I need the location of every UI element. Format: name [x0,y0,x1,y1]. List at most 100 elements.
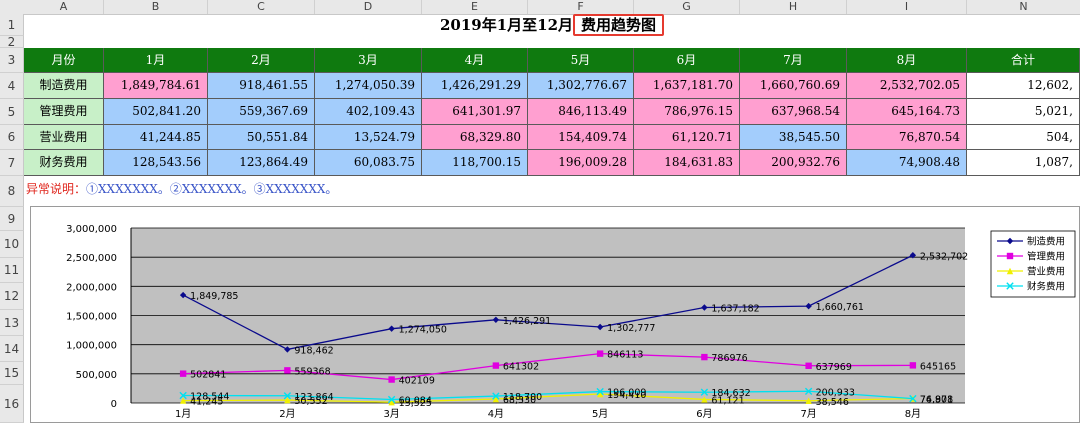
table-cell[interactable]: 76,870.54 [847,125,967,150]
column-header-b[interactable]: B [104,0,208,14]
data-label: 74,908 [920,395,953,406]
table-total-cell[interactable]: 504, [967,125,1080,150]
row-header-16[interactable]: 16 [0,385,24,423]
table-row-label[interactable]: 财务费用 [24,150,104,176]
table-cell[interactable]: 1,302,776.67 [528,73,634,99]
data-point [909,394,917,403]
sheet-title: 2019年1月至12月 费用趋势图 [24,14,1080,36]
table-cell[interactable]: 846,113.49 [528,99,634,125]
row-header-9[interactable]: 9 [0,207,24,231]
data-label: 118,700 [503,392,542,403]
table-cell[interactable]: 2,532,702.05 [847,73,967,99]
column-header-e[interactable]: E [422,0,528,14]
row-header-3[interactable]: 3 [0,48,24,73]
column-header-f[interactable]: F [528,0,634,14]
title-selected-cell[interactable]: 费用趋势图 [573,14,665,36]
table-header-cell[interactable]: 7月 [740,48,847,73]
table-cell[interactable]: 38,545.50 [740,125,847,150]
table-header-cell[interactable]: 5月 [528,48,634,73]
table-cell[interactable]: 123,864.49 [208,150,315,176]
y-tick-label: 1,000,000 [66,341,117,352]
table-cell[interactable]: 502,841.20 [104,99,208,125]
table-cell[interactable]: 1,274,050.39 [315,73,422,99]
table-cell[interactable]: 154,409.74 [528,125,634,150]
table-cell[interactable]: 50,551.84 [208,125,315,150]
table-cell[interactable]: 184,631.83 [634,150,740,176]
table-cell[interactable]: 1,426,291.29 [422,73,528,99]
table-header-cell[interactable]: 2月 [208,48,315,73]
data-point [1006,282,1014,290]
table-header-cell[interactable]: 合计 [967,48,1080,73]
row-header-7[interactable]: 7 [0,150,24,176]
table-cell[interactable]: 68,329.80 [422,125,528,150]
column-header-c[interactable]: C [208,0,315,14]
data-label: 1,274,050 [399,325,447,336]
table-header-cell[interactable]: 3月 [315,48,422,73]
data-label: 60,084 [399,395,432,406]
table-header-cell[interactable]: 月份 [24,48,104,73]
table-total-cell[interactable]: 1,087, [967,150,1080,176]
row-header-12[interactable]: 12 [0,283,24,310]
row-header-11[interactable]: 11 [0,258,24,283]
table-header-cell[interactable]: 8月 [847,48,967,73]
table-header-cell[interactable]: 4月 [422,48,528,73]
table-cell[interactable]: 559,367.69 [208,99,315,125]
table-cell[interactable]: 200,932.76 [740,150,847,176]
table-cell[interactable]: 402,109.43 [315,99,422,125]
data-point [701,396,708,403]
data-label: 200,933 [816,387,855,398]
column-header-d[interactable]: D [315,0,422,14]
row-header-10[interactable]: 10 [0,231,24,258]
row-header-15[interactable]: 15 [0,362,24,385]
table-cell[interactable]: 641,301.97 [422,99,528,125]
column-header-a[interactable]: A [24,0,104,14]
row-header-2[interactable]: 2 [0,35,24,49]
table-cell[interactable]: 60,083.75 [315,150,422,176]
data-point [909,362,917,369]
expense-trend-chart[interactable]: 0 500,000 1,000,000 1,500,000 2,000,000 2,500… [30,206,1080,423]
data-point [388,399,395,406]
table-total-cell[interactable]: 5,021, [967,99,1080,125]
table-cell[interactable]: 13,524.79 [315,125,422,150]
row-header-6[interactable]: 6 [0,125,24,150]
data-label: 641302 [503,362,539,373]
table-cell[interactable]: 645,164.73 [847,99,967,125]
column-header-i[interactable]: I [847,0,967,14]
column-header-g[interactable]: G [634,0,740,14]
data-label: 196,009 [607,388,646,399]
row-header-8[interactable]: 8 [0,176,24,207]
table-cell[interactable]: 637,968.54 [740,99,847,125]
table-header-cell[interactable]: 1月 [104,48,208,73]
data-point [701,353,708,361]
table-row-label[interactable]: 管理费用 [24,99,104,125]
row-header-13[interactable]: 13 [0,310,24,336]
row-header-14[interactable]: 14 [0,336,24,362]
row-header-1[interactable]: 1 [0,14,24,36]
x-tick-label: 8月 [905,408,921,420]
column-header-n[interactable]: N [1019,0,1028,13]
data-label: 918,462 [294,345,333,356]
table-cell[interactable]: 118,700.15 [422,150,528,176]
data-point [284,396,291,404]
table-cell[interactable]: 61,120.71 [634,125,740,150]
table-cell[interactable]: 918,461.55 [208,73,315,99]
table-row-label[interactable]: 制造费用 [24,73,104,99]
table-cell[interactable]: 41,244.85 [104,125,208,150]
table-cell[interactable]: 1,660,760.69 [740,73,847,99]
data-point [805,362,812,369]
table-cell[interactable]: 196,009.28 [528,150,634,176]
table-header-cell[interactable]: 6月 [634,48,740,73]
anomaly-note[interactable]: 异常说明：①XXXXXXX。②XXXXXXX。③XXXXXXX。 [26,180,337,197]
table-cell[interactable]: 1,849,784.61 [104,73,208,99]
table-cell[interactable]: 1,637,181.70 [634,73,740,99]
row-header-4[interactable]: 4 [0,73,24,99]
column-header-h[interactable]: H [740,0,847,14]
table-cell[interactable]: 786,976.15 [634,99,740,125]
row-header-5[interactable]: 5 [0,99,24,125]
data-label: 2,532,702 [920,251,968,262]
data-label: 1,302,777 [607,323,655,334]
table-cell[interactable]: 74,908.48 [847,150,967,176]
table-cell[interactable]: 128,543.56 [104,150,208,176]
table-total-cell[interactable]: 12,602, [967,73,1080,99]
table-row-label[interactable]: 营业费用 [24,125,104,150]
